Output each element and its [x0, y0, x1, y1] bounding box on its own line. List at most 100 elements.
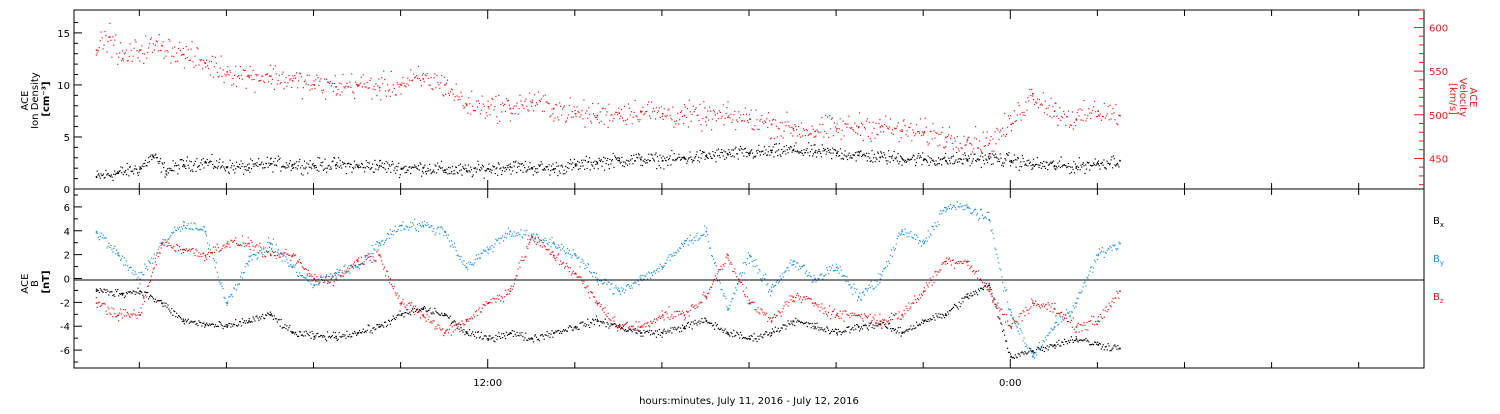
by-trace-point — [153, 253, 155, 255]
bx-trace-point — [270, 313, 273, 315]
bz-trace-point — [245, 245, 247, 247]
bx-trace-point — [1109, 350, 1111, 352]
bx-trace-point — [250, 320, 252, 323]
bx-trace-point — [256, 315, 258, 317]
bx-trace-point — [745, 338, 747, 340]
bx-trace-point — [117, 289, 119, 291]
velocity-trace-point — [754, 125, 756, 127]
bx-trace-point — [1085, 337, 1087, 340]
by-trace-point — [701, 235, 703, 237]
bx-trace-point — [441, 312, 443, 314]
velocity-trace-point — [567, 114, 569, 116]
bx-trace-point — [715, 325, 717, 327]
by-trace-point — [317, 280, 319, 283]
bz-trace-point — [254, 246, 256, 248]
bx-trace-point — [533, 341, 535, 343]
ion-density-trace-point — [486, 169, 488, 171]
ion-density-trace-point — [283, 166, 285, 168]
ion-density-trace-point — [303, 167, 305, 169]
ion-density-trace-point — [481, 168, 483, 170]
velocity-trace-point — [932, 123, 934, 125]
bx-trace-point — [606, 322, 608, 324]
ion-density-trace-point — [361, 163, 363, 165]
by-trace-point — [931, 225, 933, 227]
ion-density-trace-point — [250, 168, 253, 170]
bx-trace-point — [704, 317, 706, 319]
velocity-trace-point — [827, 116, 829, 118]
velocity-trace-point — [508, 104, 510, 106]
bx-trace-point — [348, 336, 350, 338]
ion-density-trace-point — [470, 169, 473, 171]
bx-trace-point — [467, 333, 469, 335]
velocity-point — [313, 84, 316, 86]
ion-density-trace-point — [400, 167, 402, 169]
velocity-trace-point — [780, 135, 782, 137]
bx-trace-point — [628, 328, 630, 330]
bx-trace-point — [946, 314, 948, 317]
ion-density-trace-point — [1048, 163, 1050, 166]
by-trace-point — [436, 228, 438, 230]
ion-density-trace-point — [296, 168, 298, 170]
bx-trace-point — [658, 328, 660, 331]
bx-trace-point — [267, 312, 269, 314]
bx-trace-point — [923, 319, 925, 321]
bx-trace-point — [454, 321, 456, 323]
bx-trace-point — [479, 336, 481, 338]
velocity-trace-point — [726, 107, 728, 109]
bx-trace-point — [825, 331, 827, 333]
by-trace-point — [681, 244, 684, 246]
by-trace-point — [258, 252, 260, 254]
velocity-trace-point — [285, 77, 287, 79]
by-trace-point — [434, 234, 436, 236]
ion-density-trace-point — [391, 164, 393, 166]
velocity-trace-point — [818, 132, 820, 134]
velocity-trace-point — [654, 118, 657, 120]
by-trace-point — [885, 266, 887, 268]
bx-trace-point — [477, 331, 480, 333]
ion-density-trace-point — [1099, 168, 1101, 170]
ion-density-point — [553, 168, 555, 170]
bx-trace-point — [584, 323, 586, 325]
velocity-trace-point — [961, 147, 963, 150]
by-trace-point — [383, 244, 385, 246]
bx-trace-point — [495, 334, 497, 336]
by-trace-point — [218, 281, 220, 283]
velocity-trace-point — [344, 87, 346, 89]
ion-density-trace-point — [103, 177, 105, 179]
by-trace-point — [689, 234, 691, 236]
bx-trace-point — [307, 333, 309, 336]
velocity-trace-point — [528, 110, 530, 112]
by-trace-point — [888, 260, 890, 262]
bx-trace-point — [896, 330, 898, 332]
ion-density-trace-point — [1116, 163, 1118, 166]
by-trace-point — [496, 240, 498, 242]
velocity-trace-point — [133, 47, 135, 49]
ion-density-trace-point — [562, 173, 564, 175]
by-trace-point — [993, 237, 995, 239]
bx-trace-point — [562, 330, 564, 332]
bx-trace-point — [223, 325, 225, 327]
by-trace-point — [762, 277, 764, 279]
velocity-trace-point — [226, 73, 228, 76]
velocity-trace-point — [281, 73, 283, 75]
velocity-trace-point — [185, 45, 187, 48]
by-trace-point — [351, 266, 353, 268]
bx-trace-point — [679, 331, 681, 333]
velocity-trace-point — [1103, 102, 1105, 104]
bx-trace-point — [366, 329, 368, 331]
ion-density-trace-point — [246, 169, 248, 171]
velocity-trace-point — [427, 77, 429, 79]
by-trace-point — [1044, 337, 1046, 339]
ion-density-trace-point — [936, 164, 938, 166]
bx-trace-point — [136, 292, 138, 294]
by-trace-point — [483, 250, 485, 252]
velocity-trace-point — [993, 150, 995, 152]
by-trace-point — [774, 284, 776, 286]
bx-trace-point — [377, 324, 379, 326]
velocity-trace-point — [554, 117, 556, 119]
bx-trace-point — [678, 326, 680, 328]
velocity-trace-point — [265, 74, 267, 76]
ion-density-trace-point — [599, 160, 602, 162]
ion-density-trace-point — [857, 154, 859, 156]
by-trace-point — [661, 268, 663, 270]
